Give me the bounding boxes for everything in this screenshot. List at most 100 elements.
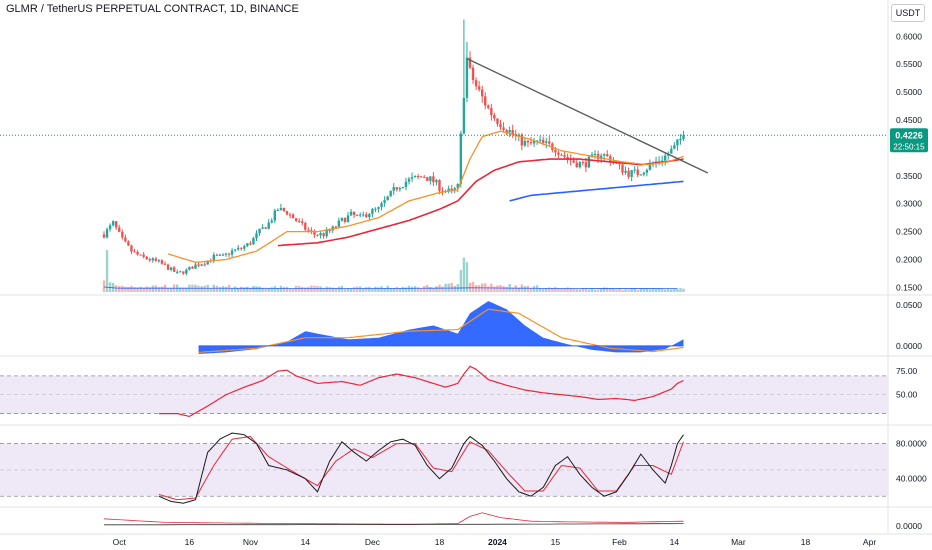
candle-body (548, 141, 551, 144)
candle-body (102, 234, 106, 238)
volume-bar (182, 287, 185, 292)
volume-bar (243, 287, 246, 292)
volume-bar (654, 289, 658, 292)
y-tick-label: 80.0000 (896, 439, 927, 449)
candle-body (118, 227, 121, 232)
candle-body (490, 108, 493, 115)
volume-bar (325, 286, 328, 292)
volume-bar (392, 288, 395, 292)
volume-bar (359, 286, 362, 292)
candle-body (633, 169, 636, 171)
volume-bar (557, 288, 560, 292)
candle-body (160, 260, 164, 264)
volume-bar (221, 286, 225, 292)
volume-bar (249, 287, 252, 292)
y-tick-label: 0.6000 (896, 31, 922, 41)
candle-body (188, 267, 191, 270)
price-badge-value: 0.4226 (895, 130, 923, 140)
y-tick-label: 75.00 (896, 366, 918, 376)
candle-body (230, 250, 234, 255)
candle-body (264, 227, 267, 229)
price-badge-countdown: 22:50:15 (893, 142, 925, 151)
volume-bar (362, 288, 365, 292)
volume-bar (511, 287, 514, 292)
volume-bar (560, 288, 563, 292)
candle-body (206, 260, 209, 265)
volume-bar (660, 288, 664, 292)
y-tick-label: 0.1500 (896, 282, 922, 292)
y-tick-label: 40.0000 (896, 474, 927, 484)
candle-body (316, 234, 319, 236)
volume-bar (407, 285, 411, 292)
y-tick-label: 0.3000 (896, 199, 922, 209)
candle-body (304, 223, 307, 230)
volume-bar (169, 287, 173, 292)
volume-bar (270, 287, 273, 292)
y-tick-label: 0.3500 (896, 171, 922, 181)
candle-body (111, 221, 115, 226)
candle-body (124, 237, 127, 242)
candle-body (520, 134, 524, 146)
candle-body (395, 187, 398, 190)
volume-bar (334, 288, 337, 292)
candle-body (679, 139, 682, 141)
price-badge-bg (890, 128, 928, 153)
candle-body (374, 208, 377, 210)
ema-fast-line (167, 130, 684, 263)
candle-body (258, 228, 261, 234)
volume-bar (365, 287, 368, 292)
volume-bar (651, 289, 655, 292)
candle-body (142, 254, 145, 257)
volume-bar (584, 287, 588, 292)
volume-bar (679, 288, 682, 292)
macd-signal-line (198, 308, 684, 353)
candle-body (294, 218, 298, 222)
candle-body (432, 176, 435, 183)
volume-bar (529, 288, 533, 292)
candle-body (441, 190, 444, 192)
candle-body (450, 188, 453, 190)
candle-body (389, 190, 392, 197)
volume-bar (267, 288, 270, 292)
volume-bar (636, 289, 639, 292)
candle-body (337, 220, 341, 227)
candle-body (410, 177, 414, 179)
candle-body (508, 130, 511, 133)
candle-body (477, 86, 481, 90)
currency-button[interactable]: USDT (891, 4, 925, 22)
candle-body (182, 271, 185, 274)
candle-body (346, 215, 350, 223)
candle-body (154, 258, 158, 261)
candle-body (355, 214, 359, 216)
candle-body (578, 162, 581, 168)
candle-body (224, 253, 228, 255)
volume-bar (304, 287, 307, 292)
volume-bars (102, 250, 685, 292)
volume-bar (331, 287, 334, 292)
volume-bar (349, 288, 353, 292)
price-badge: 0.4226 22:50:15 (890, 128, 928, 153)
candle-body (319, 233, 322, 236)
trendline (466, 58, 709, 174)
volume-bar (288, 288, 292, 292)
volume-bar (581, 287, 585, 292)
candle-body (191, 267, 194, 269)
rsi-line (158, 365, 684, 418)
candle-body (340, 217, 344, 221)
volume-bar (276, 288, 280, 292)
volume-bar (657, 287, 661, 292)
volume-bar (410, 286, 414, 292)
macd-pane (198, 301, 684, 354)
volume-bar (401, 286, 405, 292)
candle-body (416, 175, 420, 177)
candle-body (270, 220, 273, 223)
volume-bar (575, 289, 578, 292)
osc-baseline (104, 523, 684, 526)
volume-bar (398, 288, 402, 292)
x-tick-label: Nov (243, 537, 259, 547)
candle-body (157, 260, 161, 262)
volume-bar (310, 285, 313, 292)
candle-body (557, 152, 560, 155)
candle-body (453, 188, 456, 190)
